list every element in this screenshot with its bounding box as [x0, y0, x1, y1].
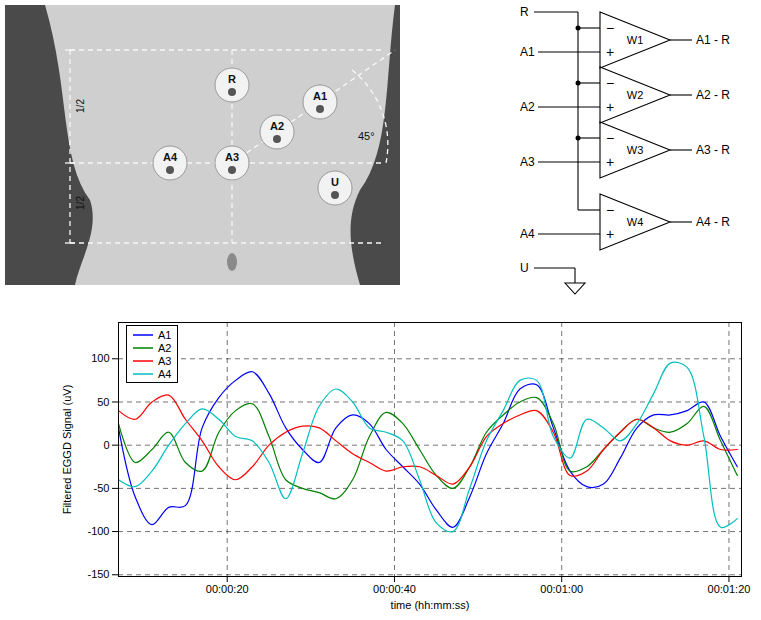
svg-text:-50: -50	[94, 482, 110, 494]
svg-text:+: +	[606, 226, 614, 242]
svg-text:R: R	[228, 73, 236, 85]
svg-text:+: +	[606, 44, 614, 60]
svg-text:00:01:20: 00:01:20	[708, 583, 751, 595]
svg-text:A1 - R: A1 - R	[696, 33, 730, 47]
svg-text:W1: W1	[627, 34, 644, 46]
html-text:A1: A1	[158, 328, 172, 341]
html-text:A2: A2	[158, 341, 172, 354]
svg-text:A4 - R: A4 - R	[696, 215, 730, 229]
svg-text:−: −	[606, 202, 614, 218]
svg-text:-150: -150	[87, 568, 109, 580]
svg-text:0: 0	[103, 439, 109, 451]
svg-text:+: +	[606, 154, 614, 170]
svg-text:W3: W3	[627, 144, 644, 156]
svg-text:A1: A1	[520, 45, 535, 59]
svg-text:A4: A4	[520, 227, 535, 241]
svg-text:Filtered EGGD Signal (uV): Filtered EGGD Signal (uV)	[61, 385, 73, 515]
svg-text:00:01:00: 00:01:00	[540, 583, 583, 595]
svg-text:U: U	[331, 176, 339, 188]
svg-text:A2: A2	[520, 100, 535, 114]
svg-text:−: −	[606, 75, 614, 91]
html-text:A4: A4	[158, 367, 172, 380]
svg-text:A4: A4	[163, 151, 178, 163]
svg-text:00:00:20: 00:00:20	[206, 583, 249, 595]
svg-text:1/2: 1/2	[75, 196, 86, 210]
svg-text:W4: W4	[627, 216, 644, 228]
svg-text:A2 - R: A2 - R	[696, 88, 730, 102]
svg-text:100: 100	[91, 352, 109, 364]
svg-text:A3: A3	[225, 151, 239, 163]
svg-text:A2: A2	[270, 120, 284, 132]
svg-text:+: +	[606, 99, 614, 115]
svg-text:A3: A3	[520, 155, 535, 169]
html-text:A3: A3	[158, 354, 172, 367]
svg-text:A1: A1	[313, 90, 327, 102]
svg-text:−: −	[606, 20, 614, 36]
svg-text:R: R	[520, 5, 529, 19]
svg-text:1/2: 1/2	[75, 99, 86, 113]
svg-text:W2: W2	[627, 89, 644, 101]
svg-text:U: U	[520, 261, 529, 275]
svg-text:−: −	[606, 130, 614, 146]
svg-text:50: 50	[97, 396, 109, 408]
svg-text:time (hh:mm:ss): time (hh:mm:ss)	[391, 599, 470, 611]
svg-text:00:00:40: 00:00:40	[373, 583, 416, 595]
svg-text:45°: 45°	[358, 130, 375, 142]
svg-text:A3 - R: A3 - R	[696, 143, 730, 157]
svg-text:-100: -100	[87, 525, 109, 537]
